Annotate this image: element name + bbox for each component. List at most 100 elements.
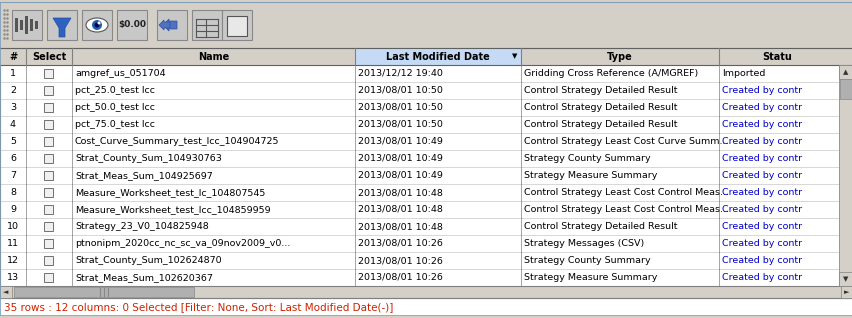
Text: Control Strategy Least Cost Control Meas...: Control Strategy Least Cost Control Meas… [523,205,728,214]
Bar [222,10,251,40]
Text: Strategy Messages (CSV): Strategy Messages (CSV) [523,239,643,248]
Text: pct_50.0_test lcc: pct_50.0_test lcc [75,103,155,112]
Bar [0,218,838,235]
Bar [44,69,54,78]
Text: 10: 10 [7,222,19,231]
Bar [44,171,54,180]
Bar [44,222,54,231]
Text: ◄: ◄ [3,289,9,295]
Text: 2013/08/01 10:49: 2013/08/01 10:49 [358,154,442,163]
Text: Last Modified Date: Last Modified Date [386,52,489,61]
Text: 2013/08/01 10:50: 2013/08/01 10:50 [358,120,442,129]
Text: Strategy County Summary: Strategy County Summary [523,256,650,265]
Bar [0,269,838,286]
Text: 2013/08/01 10:26: 2013/08/01 10:26 [358,273,442,282]
Text: 9: 9 [10,205,16,214]
Bar [117,10,147,40]
Bar [44,188,54,197]
Bar [44,137,54,146]
Bar [44,239,54,248]
Text: 2013/08/01 10:48: 2013/08/01 10:48 [358,205,442,214]
Bar [0,201,838,218]
Text: Created by contr: Created by contr [721,222,801,231]
Bar [227,16,247,36]
Bar [0,48,852,65]
Bar [0,150,838,167]
Circle shape [97,22,101,24]
Text: 3: 3 [10,103,16,112]
Text: 1: 1 [10,69,16,78]
Bar [192,10,222,40]
Bar [44,86,54,95]
Bar [0,235,838,252]
Bar [838,65,852,286]
Text: 2013/08/01 10:48: 2013/08/01 10:48 [358,222,442,231]
Text: 2013/08/01 10:50: 2013/08/01 10:50 [358,103,442,112]
Text: Statu: Statu [761,52,791,61]
Text: Measure_Worksheet_test_lc_104807545: Measure_Worksheet_test_lc_104807545 [75,188,265,197]
Bar [0,133,838,150]
Text: Strat_County_Sum_104930763: Strat_County_Sum_104930763 [75,154,222,163]
Bar [157,10,187,40]
Bar [44,256,54,265]
Bar [0,298,852,316]
Bar [44,205,54,214]
Text: ▼: ▼ [843,276,848,282]
Text: ►: ► [843,289,849,295]
Text: 2: 2 [10,86,16,95]
Bar [840,286,852,298]
Polygon shape [53,18,71,37]
Bar [44,154,54,163]
Bar [0,116,838,133]
Bar [30,19,33,31]
Text: Created by contr: Created by contr [721,171,801,180]
Text: Created by contr: Created by contr [721,86,801,95]
Text: Created by contr: Created by contr [721,239,801,248]
Text: 2013/08/01 10:48: 2013/08/01 10:48 [358,188,442,197]
Text: ▲: ▲ [843,69,848,75]
Bar [20,20,23,30]
Text: Created by contr: Created by contr [721,154,801,163]
Text: 11: 11 [7,239,19,248]
Circle shape [95,23,100,27]
Bar [0,286,852,298]
Text: 2013/08/01 10:49: 2013/08/01 10:49 [358,171,442,180]
Bar [0,99,838,116]
Bar [15,18,18,32]
Text: $0.00: $0.00 [118,20,146,30]
Text: 2013/12/12 19:40: 2013/12/12 19:40 [358,69,442,78]
Bar [0,65,838,82]
Bar [0,167,838,184]
Text: amgref_us_051704: amgref_us_051704 [75,69,165,78]
Text: pct_75.0_test lcc: pct_75.0_test lcc [75,120,155,129]
Bar [44,273,54,282]
Bar [839,79,851,99]
Text: Strat_Meas_Sum_102620367: Strat_Meas_Sum_102620367 [75,273,213,282]
Text: Strat_County_Sum_102624870: Strat_County_Sum_102624870 [75,256,222,265]
Bar [44,103,54,112]
Text: 6: 6 [10,154,16,163]
Text: Strat_Meas_Sum_104925697: Strat_Meas_Sum_104925697 [75,171,212,180]
Text: 7: 7 [10,171,16,180]
Circle shape [92,20,102,30]
Text: 2013/08/01 10:26: 2013/08/01 10:26 [358,256,442,265]
Text: 13: 13 [7,273,19,282]
Bar [0,286,12,298]
Text: 2013/08/01 10:49: 2013/08/01 10:49 [358,137,442,146]
FancyArrow shape [158,20,170,30]
Bar [12,10,42,40]
Text: Strategy Measure Summary: Strategy Measure Summary [523,273,657,282]
Bar [25,16,28,34]
Text: Created by contr: Created by contr [721,103,801,112]
Text: Control Strategy Detailed Result: Control Strategy Detailed Result [523,222,676,231]
Text: Created by contr: Created by contr [721,256,801,265]
Text: 35 rows : 12 columns: 0 Selected [Filter: None, Sort: Last Modified Date(-)]: 35 rows : 12 columns: 0 Selected [Filter… [4,302,393,312]
Bar [82,10,112,40]
Text: Control Strategy Detailed Result: Control Strategy Detailed Result [523,120,676,129]
Text: Created by contr: Created by contr [721,205,801,214]
Text: #: # [9,52,17,61]
Text: Created by contr: Created by contr [721,120,801,129]
Text: Type: Type [607,52,632,61]
Text: Select: Select [32,52,66,61]
Text: 5: 5 [10,137,16,146]
